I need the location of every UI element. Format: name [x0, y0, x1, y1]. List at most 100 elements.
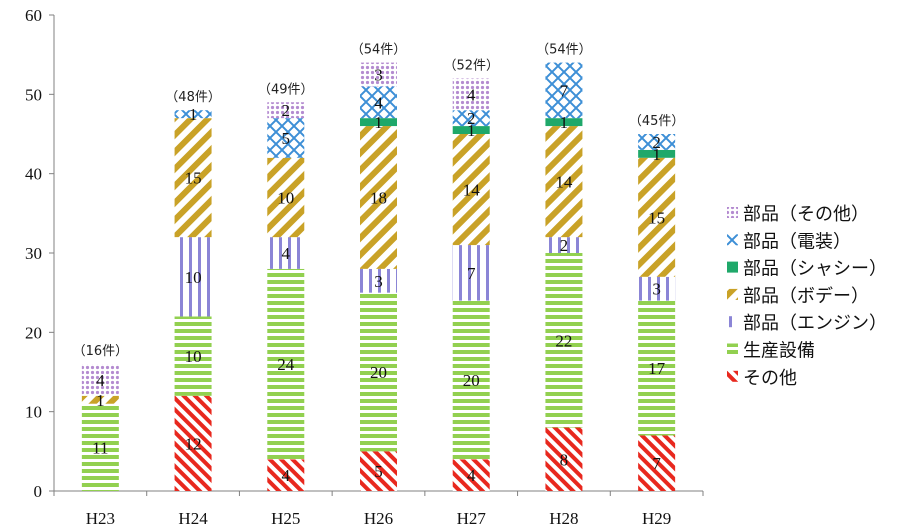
bar-segment — [545, 118, 583, 127]
x-ticks: H23 H24 H25 H26 H27 H28 H29 — [53, 491, 704, 528]
bar-segment — [267, 237, 305, 269]
bars — [81, 62, 676, 491]
data-label: 11 — [92, 438, 108, 457]
x-tick-label: H23 — [86, 509, 115, 528]
data-label: 4 — [282, 244, 291, 263]
data-label: 24 — [277, 355, 295, 374]
x-tick-label: H28 — [549, 509, 578, 528]
bar-segment — [174, 316, 212, 396]
legend-label: 部品（電装） — [743, 231, 851, 252]
bar-segment — [638, 157, 676, 277]
bar-segment — [360, 268, 397, 293]
data-label: 4 — [374, 93, 383, 112]
data-label: 7 — [652, 454, 661, 473]
data-label: 1 — [374, 113, 383, 132]
data-label: 7 — [467, 264, 476, 283]
total-labels: （16件） （48件） （49件） （54件） （52件） （54件） （45件） — [73, 43, 685, 359]
data-label: 3 — [652, 280, 661, 299]
bar-segment — [360, 292, 397, 452]
total-label: （54件） — [536, 43, 592, 58]
bar-segment — [174, 118, 212, 238]
bar-segment — [267, 102, 305, 119]
data-label: 22 — [555, 331, 572, 350]
bar-segment — [638, 435, 676, 491]
bar-segment — [267, 118, 305, 158]
y-tick-label: 0 — [34, 482, 43, 501]
y-tick-label: 30 — [25, 244, 42, 263]
bar-segment — [174, 395, 212, 491]
data-label: 20 — [463, 371, 480, 390]
legend-label: その他 — [743, 368, 797, 389]
segment-labels: 1114121010151424410525203181434207141248… — [92, 66, 665, 486]
data-label: 2 — [560, 236, 569, 255]
data-label: 4 — [282, 466, 291, 485]
bar-segment — [545, 126, 583, 238]
data-label: 1 — [96, 391, 105, 410]
bar-segment — [638, 149, 676, 158]
total-label: （54件） — [351, 43, 407, 58]
bar-segment — [360, 86, 397, 119]
bar-segment — [638, 134, 676, 150]
legend-swatch — [727, 234, 738, 246]
y-tick-label: 40 — [25, 165, 42, 184]
y-tick-label: 10 — [25, 403, 42, 422]
legend-swatch — [727, 370, 738, 382]
data-label: 2 — [282, 101, 291, 120]
data-label: 7 — [560, 81, 569, 100]
total-label: （52件） — [443, 58, 499, 73]
data-label: 8 — [560, 450, 569, 469]
bar-segment — [81, 403, 119, 491]
data-label: 1 — [560, 113, 569, 132]
data-label: 18 — [370, 188, 387, 207]
bar-segment — [638, 300, 676, 436]
bar-segment — [267, 268, 305, 460]
data-label: 1 — [189, 105, 198, 124]
data-label: 12 — [185, 434, 202, 453]
data-label: 10 — [277, 188, 294, 207]
x-tick-label: H24 — [178, 509, 208, 528]
data-label: 15 — [648, 208, 665, 227]
data-label: 10 — [185, 268, 202, 287]
y-ticks: 0 10 20 30 40 50 60 — [25, 6, 54, 501]
data-label: 2 — [652, 133, 661, 152]
legend: 部品（その他） 部品（電装） 部品（シャシー） 部品（ボデー） 部品（エンジン） 生産設備… — [727, 204, 887, 389]
data-label: 1 — [467, 121, 476, 140]
bar-segment — [638, 276, 676, 301]
legend-swatch — [727, 207, 738, 218]
legend-swatch — [727, 316, 738, 328]
data-label: 2 — [467, 109, 476, 128]
legend-swatch — [727, 343, 738, 355]
legend-swatch — [727, 261, 738, 273]
legend-label: 部品（ボデー） — [743, 286, 869, 307]
legend-swatch — [727, 288, 738, 300]
y-tick-label: 60 — [25, 6, 42, 25]
bar-segment — [545, 62, 583, 119]
bar-segment — [360, 62, 397, 87]
bar-segment — [360, 118, 397, 127]
x-tick-label: H29 — [642, 509, 671, 528]
bar-segment — [360, 451, 397, 491]
total-label: （48件） — [165, 90, 221, 105]
data-label: 14 — [555, 173, 573, 192]
data-label: 4 — [467, 466, 476, 485]
bar-segment — [81, 395, 119, 404]
data-label: 20 — [370, 363, 387, 382]
bar-segment — [452, 126, 490, 134]
legend-label: 生産設備 — [743, 341, 815, 362]
bar-segment — [174, 237, 212, 317]
bar-segment — [545, 253, 583, 428]
bar-segment — [545, 427, 583, 491]
data-label: 4 — [96, 371, 105, 390]
legend-label: 部品（エンジン） — [743, 313, 887, 334]
bar-segment — [452, 300, 490, 460]
bar-segment — [452, 134, 490, 246]
data-label: 5 — [374, 462, 383, 481]
total-label: （16件） — [73, 344, 129, 359]
bar-segment — [174, 110, 212, 119]
legend-label: 部品（シャシー） — [743, 259, 887, 280]
y-tick-label: 20 — [25, 323, 42, 342]
bar-segment — [452, 245, 490, 301]
data-label: 15 — [185, 169, 202, 188]
legend-label: 部品（その他） — [743, 204, 869, 225]
